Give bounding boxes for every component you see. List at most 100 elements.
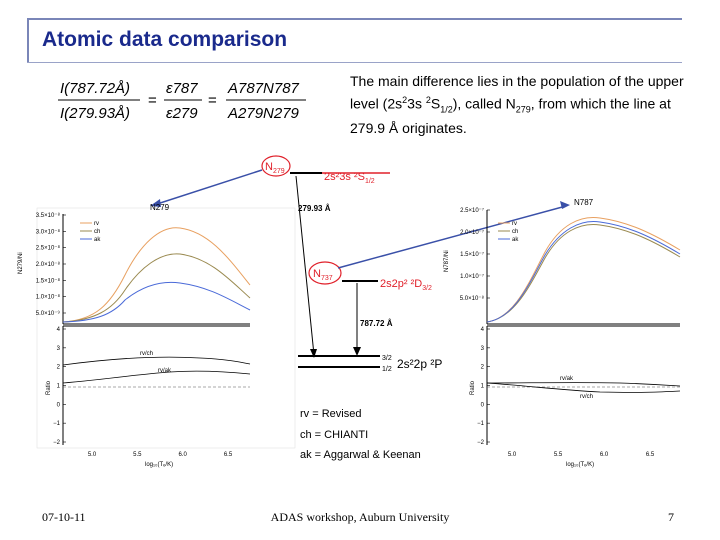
- n737-circle: [308, 261, 342, 285]
- left-ratio-rv-ch: [62, 356, 251, 366]
- left-ytick-label: 3.0×10⁻⁸: [36, 228, 61, 235]
- arrow-to-n279: [153, 169, 263, 206]
- page-title: Atomic data comparison: [42, 28, 288, 51]
- left-ytick-label: 3.5×10⁻⁸: [36, 212, 61, 219]
- n279-circle: [261, 155, 291, 177]
- right-ylabel: N787/Ni: [444, 250, 450, 272]
- left-ytick-label: 2.0×10⁻⁸: [36, 261, 61, 268]
- right-xtick-label: 5.0: [508, 452, 517, 458]
- right-plot: N787 N787/Ni 2.5×10⁻⁷ 2.0×10⁻⁷ 1.5×10⁻⁷ 1.0…: [444, 198, 681, 468]
- right-ratio-ytick-label: 3: [481, 346, 485, 352]
- left-legend-ch: ch: [94, 229, 100, 235]
- left-ytick-label: 1.5×10⁻⁸: [36, 277, 61, 284]
- footer-page-number: 7: [668, 510, 674, 524]
- left-ratio-ytick-label: 2: [57, 365, 61, 371]
- title-frame-top: [27, 18, 682, 20]
- left-curve-ak: [62, 281, 251, 323]
- right-legend-ch: ch: [512, 229, 518, 235]
- left-ratio-ytick-label: 3: [57, 346, 61, 352]
- right-xtick-label: 5.5: [554, 452, 563, 458]
- right-plot-title: N787: [574, 198, 594, 207]
- left-ylabel: N279/Ni: [18, 252, 24, 274]
- ground-term-label: 2s²2p ²P: [397, 357, 442, 371]
- right-curve-rv: [486, 216, 681, 323]
- footer-center: ADAS workshop, Auburn University: [270, 510, 450, 524]
- svg-text:=: =: [148, 92, 157, 109]
- right-ratio-ylabel: Ratio: [470, 380, 476, 395]
- left-ytick-label: 2.5×10⁻⁸: [36, 245, 61, 252]
- left-legend: rv ch ak: [80, 221, 101, 243]
- arrow-to-n787: [337, 205, 567, 269]
- right-ratio-ytick-label: 0: [481, 402, 485, 408]
- left-ratio-label-rvch: rv/ch: [140, 351, 153, 357]
- right-curve-ch: [486, 223, 681, 323]
- right-ratio-rv-ak: [486, 382, 681, 387]
- right-xtick-label: 6.0: [600, 452, 609, 458]
- note-ch: ch = CHIANTI: [300, 428, 369, 441]
- upper-term-label: 2s²3s ²S1/2: [324, 171, 375, 185]
- title-frame-left: [27, 18, 29, 62]
- left-xtick-label: 5.5: [133, 452, 142, 458]
- right-ratio-rv-ch: [486, 382, 681, 393]
- right-ytick-label: 5.0×10⁻⁸: [460, 295, 485, 302]
- right-ytick-label: 2.0×10⁻⁷: [460, 229, 484, 236]
- mid-term-label: 2s2p² ²D3/2: [380, 278, 432, 292]
- left-ytick-label: 5.0×10⁻⁹: [36, 310, 61, 317]
- eq-lhs-num: I(787.72Å): [60, 80, 130, 97]
- ground-j-lower: 1/2: [382, 366, 392, 373]
- left-ratio-ytick-label: 1: [57, 384, 61, 390]
- right-legend-ak: ak: [512, 237, 519, 243]
- left-xlabel: log₁₀(Tₑ/K): [145, 462, 173, 468]
- eq-mid-num: ε787: [166, 80, 198, 97]
- note-ak: ak = Aggarwal & Keenan: [300, 449, 421, 461]
- title-rule: [27, 62, 682, 63]
- left-legend-rv: rv: [94, 221, 99, 227]
- left-ratio-ytick-label: −2: [53, 440, 61, 446]
- right-ratio-label-rvch: rv/ch: [580, 394, 593, 400]
- left-xtick-label: 5.0: [88, 452, 97, 458]
- line-279-label: 279.93 Å: [298, 204, 331, 213]
- upper-n-label: N279: [265, 161, 285, 175]
- right-ratio-ytick-label: −2: [477, 440, 485, 446]
- left-ratio-ylabel: Ratio: [46, 380, 52, 395]
- level-diagram: N279 2s²3s ²S1/2 279.93 Å N737 2s2p² ²D3…: [261, 155, 442, 373]
- left-xtick-label: 6.5: [224, 452, 233, 458]
- left-ratio-ytick-label: 0: [57, 402, 61, 408]
- svg-text:=: =: [208, 92, 217, 109]
- abbreviation-notes: rv = Revised ch = CHIANTI ak = Aggarwal …: [300, 404, 421, 466]
- note-rv: rv = Revised: [300, 408, 362, 420]
- right-ratio-ytick-label: 4: [481, 327, 485, 333]
- eq-lhs-den: I(279.93Å): [60, 105, 130, 122]
- right-ratio-label-rvak: rv/ak: [560, 376, 574, 382]
- right-ytick-label: 1.0×10⁻⁷: [460, 273, 484, 280]
- right-legend: rv ch ak: [498, 221, 519, 243]
- right-ytick-label: 2.5×10⁻⁷: [460, 207, 484, 214]
- left-plot-title: N279: [150, 203, 170, 212]
- right-xlabel: log₁₀(Tₑ/K): [566, 462, 594, 468]
- right-legend-rv: rv: [512, 221, 517, 227]
- line-787-label: 787.72 Å: [360, 319, 393, 328]
- left-xtick-label: 6.0: [178, 452, 187, 458]
- left-curve-rv: [62, 227, 251, 323]
- left-ratio-ytick-label: −1: [53, 421, 61, 427]
- left-ratio-rv-ak: [62, 370, 251, 384]
- right-curve-ak: [486, 221, 681, 323]
- right-ratio-ytick-label: 2: [481, 365, 485, 371]
- left-ratio-label-rvak: rv/ak: [158, 368, 172, 374]
- eq-mid-den: ε279: [166, 105, 198, 122]
- left-legend-ak: ak: [94, 237, 101, 243]
- eq-rhs-den: A279N279: [227, 105, 300, 122]
- right-ytick-label: 1.5×10⁻⁷: [460, 251, 484, 258]
- right-ratio-ytick-label: 1: [481, 384, 485, 390]
- left-ytick-label: 1.0×10⁻⁸: [36, 294, 61, 301]
- eq-rhs-num: A787N787: [227, 80, 300, 97]
- left-curve-ch: [62, 253, 251, 323]
- mid-n-label: N737: [313, 268, 333, 282]
- footer-date: 07-10-11: [42, 510, 86, 524]
- ground-j-upper: 3/2: [382, 355, 392, 362]
- equation: I(787.72Å) I(279.93Å) = ε787 ε279 = A787…: [58, 80, 306, 122]
- right-xtick-label: 6.5: [646, 452, 655, 458]
- left-plot: N279 N279/Ni 3.5×10⁻⁸ 3.0×10⁻⁸ 2.5×10⁻⁸ 2.0…: [18, 203, 296, 468]
- right-ratio-ytick-label: −1: [477, 421, 485, 427]
